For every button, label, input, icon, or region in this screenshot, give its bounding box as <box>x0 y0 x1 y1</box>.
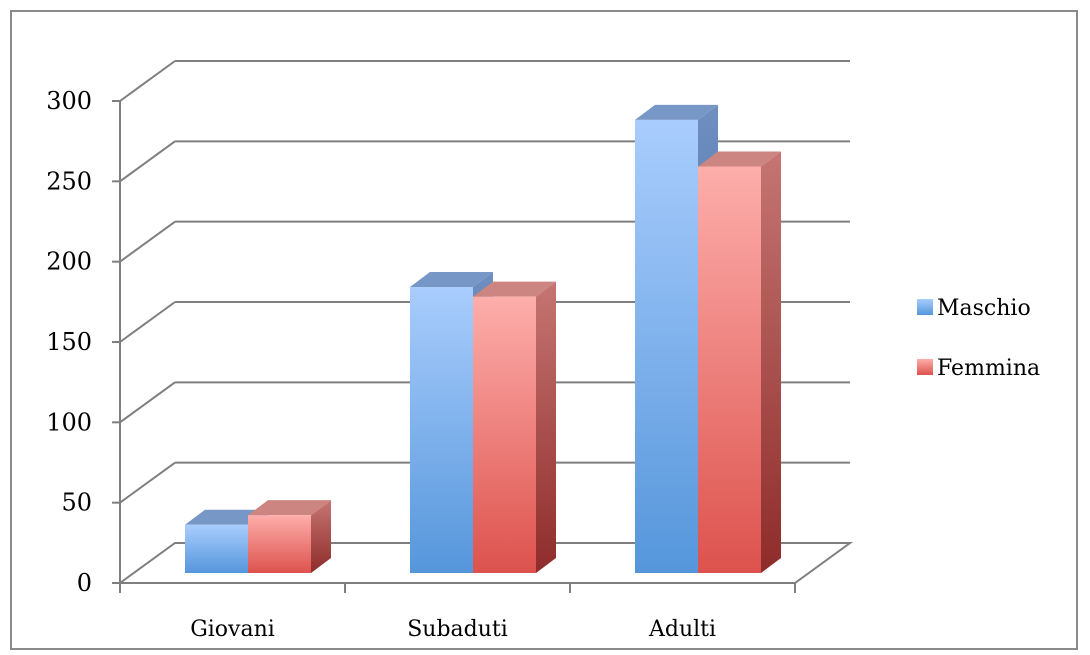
bar-top <box>473 281 556 297</box>
x-category-label: Subaduti <box>407 617 508 642</box>
bar-front <box>698 166 761 573</box>
legend-label-femmina: Femmina <box>937 356 1040 381</box>
gridline-diagonal <box>119 220 176 263</box>
y-tick-label: 50 <box>61 489 92 517</box>
y-tick-label: 100 <box>46 408 92 436</box>
bar-top <box>185 509 268 525</box>
y-tick-label: 300 <box>46 87 92 115</box>
y-tick-label: 0 <box>77 569 92 597</box>
labels: 0 50 100 150 200 250 300 Giovani Subaduti Adulti <box>46 87 716 642</box>
y-tick-label: 250 <box>46 167 92 195</box>
bar-top <box>635 104 718 120</box>
bar-side <box>761 151 781 573</box>
gridline-diagonal <box>119 461 176 504</box>
gridline-diagonal <box>119 60 176 102</box>
x-category-label: Giovani <box>190 617 275 642</box>
bar-top <box>410 272 493 288</box>
bar-top <box>248 500 331 516</box>
bar-front <box>185 524 248 573</box>
legend-swatch-femmina <box>917 359 933 375</box>
bar-front <box>473 296 536 573</box>
y-tick-label: 150 <box>46 328 92 356</box>
bar-side <box>311 500 331 573</box>
bar-femmina-giovani <box>248 500 331 573</box>
bar-front <box>410 287 473 573</box>
legend-label-maschio: Maschio <box>937 296 1031 321</box>
bar-front <box>248 515 311 573</box>
bars <box>185 104 781 574</box>
bar-femmina-adulti <box>698 151 781 573</box>
y-tick-label: 200 <box>46 248 92 276</box>
bar-side <box>536 281 556 573</box>
bar-front <box>635 119 698 574</box>
bar-femmina-subaduti <box>473 281 556 573</box>
gridline-diagonal <box>119 381 176 424</box>
legend-swatch-maschio <box>917 299 933 315</box>
gridline-diagonal <box>119 140 176 183</box>
bar-top <box>698 151 781 167</box>
legend: Maschio Femmina <box>917 296 1040 381</box>
axes <box>112 100 854 593</box>
gridline-diagonal <box>119 301 176 343</box>
x-category-label: Adulti <box>648 617 716 642</box>
